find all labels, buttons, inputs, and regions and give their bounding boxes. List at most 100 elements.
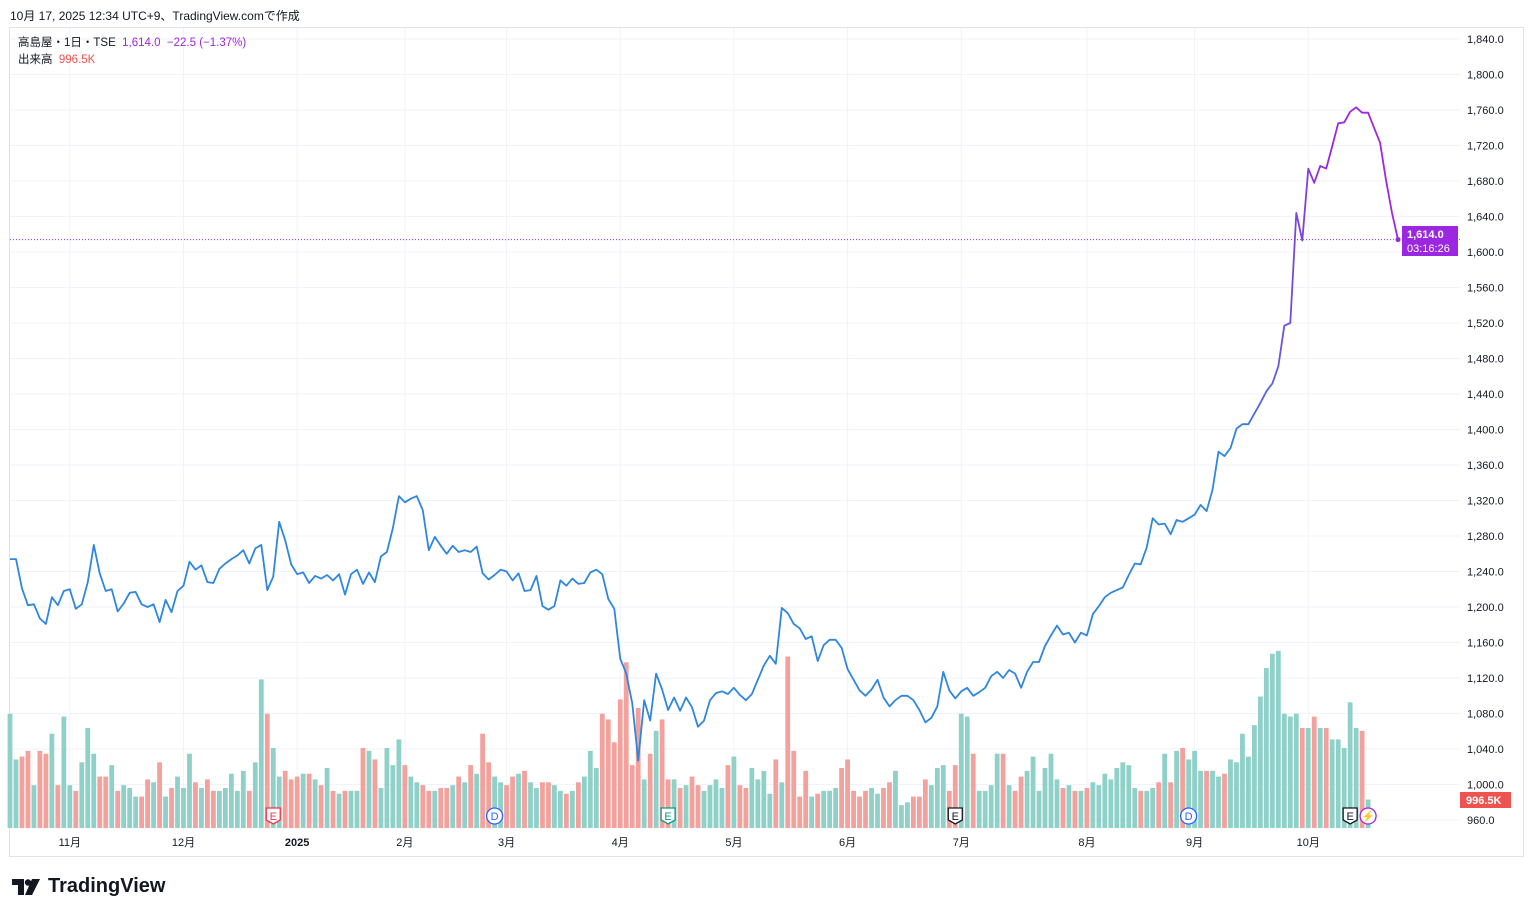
volume-bar [1359,730,1365,828]
volume-bar [1234,762,1239,828]
earnings-icon [660,807,676,825]
volume-bar [695,785,701,828]
time-axis[interactable]: 11月 12月 2025 2月 3月 4月 5月 6月 7月 8月 9月 10月 [59,837,1320,849]
volume-bar [55,785,61,828]
volume-bar [767,793,773,828]
volume-bar [300,773,306,828]
event-marker-split[interactable]: ⚡ [1359,807,1377,825]
volume-bar [587,750,593,828]
volume-bar [91,753,97,828]
volume-bar [552,785,557,828]
volume-bar [1222,773,1227,828]
volume-bar [958,713,964,828]
last-price-value: 1,614.0 [1407,229,1444,241]
volume-tag-value: 996.5K [1466,795,1502,807]
dividend-icon [1179,807,1198,825]
volume-bar [1108,779,1114,828]
volume-bar [193,782,198,828]
volume-bar [324,768,330,828]
volume-bar [348,790,354,828]
volume-bar [635,708,641,828]
volume-bar [61,716,67,828]
volume-bar [791,750,797,828]
volume-bar [169,788,174,828]
volume-bar [522,770,527,828]
volume-bar [928,785,934,828]
volume-bar [593,768,599,828]
volume-bar [779,782,785,828]
volume-bar [1078,790,1084,828]
symbol-title[interactable]: 高島屋・1日・TSE [18,37,116,49]
volume-bars [7,650,1371,828]
volume-bar [1096,785,1102,828]
volume-bar [1317,728,1323,828]
volume-bar [390,765,396,828]
y-tick-label: 1,440.0 [1467,389,1504,401]
volume-bar [581,776,587,828]
volume-bar [7,713,13,828]
volume-bar [492,776,498,828]
event-markers[interactable]: E D E E D E ⚡ [265,807,1377,825]
y-tick-label: 1,320.0 [1467,496,1504,508]
volume-bar [420,785,426,828]
event-marker-earnings[interactable]: E [265,807,281,825]
last-price: 1,614.0 [122,37,161,49]
volume-bar [546,782,551,828]
volume-bar [486,762,492,828]
volume-bar [869,788,874,828]
volume-label[interactable]: 出来高 [18,54,53,66]
volume-bar [821,790,827,828]
event-marker-earnings[interactable]: E [1342,807,1358,825]
volume-bar [899,805,904,828]
y-tick-label: 1,000.0 [1467,780,1504,792]
volume-bar [713,779,719,828]
volume-bar [988,785,994,828]
y-tick-label: 1,760.0 [1467,105,1504,117]
tradingview-logo[interactable]: TradingView [12,875,165,898]
event-marker-earnings[interactable]: E [660,807,676,825]
volume-bar [731,756,737,828]
volume-bar [1150,788,1156,828]
volume-bar [1168,782,1174,828]
volume-bar [1305,728,1311,828]
volume-bar [617,699,623,828]
volume-bar [1323,728,1329,828]
y-tick-label: 1,080.0 [1467,709,1504,721]
event-label: E [952,811,959,823]
volume-bar [474,773,480,828]
volume-bar [306,773,312,828]
event-marker-earnings[interactable]: E [947,807,963,825]
volume-bar [1054,779,1060,828]
volume-value: 996.5K [58,54,96,66]
price-axis[interactable]: 960.0 1,000.0 1,040.0 1,080.0 1,120.0 1,160.0… [1467,34,1504,827]
volume-bar [1090,782,1096,828]
volume-bar [516,773,521,828]
chart-frame[interactable] [9,27,1524,857]
volume-bar [863,790,868,828]
volume-bar [151,782,156,828]
volume-bar [1204,770,1209,828]
dividend-icon [485,807,504,825]
volume-bar [1240,733,1245,828]
volume-bar [761,770,767,828]
volume-bar [432,790,438,828]
event-label: D [1185,811,1193,823]
volume-bar [1353,728,1359,828]
event-marker-dividend[interactable]: D [485,807,504,825]
volume-bar [25,750,31,828]
volume-bar [659,719,665,828]
y-tick-label: 1,720.0 [1467,141,1504,153]
volume-bar [970,753,976,828]
volume-bar [37,750,43,828]
volume-bar [1198,770,1203,828]
price-change: −22.5 (−1.37%) [166,37,247,49]
volume-bar [749,768,755,828]
event-marker-dividend[interactable]: D [1179,807,1198,825]
volume-bar [540,782,545,828]
volume-bar [569,790,575,828]
volume-bar [318,785,324,828]
volume-bar [79,762,85,828]
volume-bar [1036,790,1042,828]
volume-bar [462,782,468,828]
